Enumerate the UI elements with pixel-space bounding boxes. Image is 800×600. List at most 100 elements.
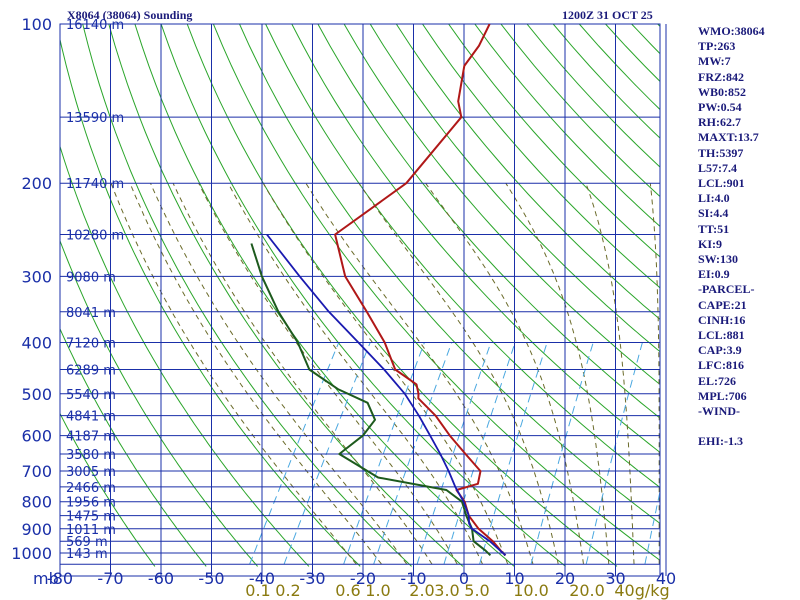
mixing-ratio-label: 0.6 — [335, 581, 360, 600]
parcel-profile-line — [266, 233, 507, 556]
moist-adiabat-line — [305, 182, 534, 565]
height-labels: 16140 m 13590 m 11740 m 10280 m 9080 m 8041 m… — [66, 18, 124, 562]
index-line: LFC:816 — [698, 358, 744, 373]
mixing-ratio-line — [249, 342, 340, 565]
height-level-label: 2466 m — [66, 481, 116, 496]
index-line: EI:0.9 — [698, 267, 730, 282]
mixing-ratio-label: 3.0 — [434, 581, 459, 600]
moist-adiabat-line — [425, 182, 584, 565]
index-line: SI:4.4 — [698, 206, 729, 221]
index-line: LCL:901 — [698, 176, 745, 191]
temperature-tick-label: -50 — [198, 569, 224, 588]
temperature-tick-label: -40 — [249, 569, 275, 588]
index-line: EL:726 — [698, 373, 737, 388]
height-level-label: 1011 m — [66, 523, 116, 538]
mixing-ratio-line — [416, 342, 492, 565]
height-level-label: 3005 m — [66, 465, 116, 480]
index-line: RH:62.7 — [698, 115, 741, 130]
height-level-label: 16140 m — [66, 18, 124, 33]
index-line: EHI:-1.3 — [698, 434, 743, 449]
index-line: KI:9 — [698, 236, 722, 251]
indices-panel: WMO:38064 TP:263 MW:7 FRZ:842 WB0:852 PW:0.54… — [698, 24, 798, 450]
temperature-tick-label: -70 — [97, 569, 123, 588]
sounding-profiles — [250, 24, 507, 557]
height-level-label: 143 m — [66, 547, 108, 562]
index-line: LCL:881 — [698, 328, 745, 343]
temperature-tick-label: -10 — [400, 569, 426, 588]
mixing-ratio-label: 0.1 — [245, 581, 270, 600]
dry-adiabat-line — [317, 24, 660, 419]
dry-adiabat-line — [238, 24, 660, 525]
height-level-label: 4841 m — [66, 410, 116, 425]
mixing-ratio-line — [443, 342, 516, 565]
temperature-tick-label: 30 — [605, 569, 625, 588]
mixing-ratio-label: 40g/kg — [614, 581, 669, 600]
dry-adiabat-line — [343, 24, 660, 386]
chart-time: 1200Z 31 OCT 25 — [562, 8, 653, 22]
height-level-label: 6289 m — [66, 364, 116, 379]
height-level-label: 3580 m — [66, 448, 116, 463]
temperature-tick-label: -80 — [47, 569, 73, 588]
height-level-label: 5540 m — [66, 388, 116, 403]
index-line: PW:0.54 — [698, 100, 742, 115]
pressure-tick-label: 700 — [21, 462, 52, 481]
index-line — [698, 419, 798, 434]
index-line: -PARCEL- — [698, 282, 755, 297]
mixing-ratio-line — [373, 342, 453, 565]
mixing-ratio-line — [644, 489, 660, 565]
dry-adiabat-line — [447, 24, 660, 258]
index-line: MPL:706 — [698, 388, 747, 403]
index-line: -WIND- — [698, 404, 740, 419]
index-line: TT:51 — [698, 221, 730, 236]
dry-adiabat-line — [160, 24, 566, 567]
pressure-unit-label: mb — [33, 569, 59, 588]
moist-adiabat-line — [505, 182, 610, 565]
mixing-ratio-label: 1.0 — [365, 581, 390, 600]
height-level-label: 1956 m — [66, 496, 116, 511]
mixing-ratio-line — [585, 342, 643, 565]
index-line: CAP:3.9 — [698, 343, 742, 358]
plot-frame — [59, 23, 661, 577]
pressure-tick-label: 100 — [21, 15, 52, 34]
dry-adiabat-line — [291, 24, 660, 454]
mixing-ratio-label: 5.0 — [464, 581, 489, 600]
moist-adiabat-line — [262, 182, 509, 565]
height-level-label: 4187 m — [66, 430, 116, 445]
temperature-tick-label: 40 — [656, 569, 676, 588]
height-level-label: 569 m — [66, 535, 108, 550]
pressure-tick-label: 800 — [21, 493, 52, 512]
height-level-label: 10280 m — [66, 229, 124, 244]
dry-adiabat-line — [212, 24, 660, 561]
height-level-label: 8041 m — [66, 306, 116, 321]
moist-adiabat-line — [172, 182, 433, 565]
moist-adiabat-line — [227, 182, 483, 565]
moist-adiabat-line — [649, 183, 660, 565]
temperature-tick-label: 10 — [504, 569, 524, 588]
temperature-tick-label: 20 — [555, 569, 575, 588]
mixing-ratio-label: 0.2 — [275, 581, 300, 600]
index-line: CINH:16 — [698, 312, 746, 327]
moist-adiabat-line — [110, 183, 357, 565]
mixing-ratio-label: 20.0 — [569, 581, 605, 600]
dry-adiabat-line — [421, 24, 660, 289]
pressure-tick-label: 1000 — [11, 544, 52, 563]
mixing-ratio-line — [479, 342, 548, 565]
index-line: WB0:852 — [698, 84, 746, 99]
index-line: MW:7 — [698, 54, 731, 69]
dewpoint-profile-line — [250, 243, 492, 557]
index-line: LI:4.0 — [698, 191, 730, 206]
mixing-ratio-line — [530, 342, 594, 565]
pressure-tick-label: 600 — [21, 427, 52, 446]
moist-adiabat-line — [358, 182, 559, 565]
index-line: CAPE:21 — [698, 297, 747, 312]
index-line: MAXT:13.7 — [698, 130, 759, 145]
pressure-tick-label: 500 — [21, 385, 52, 404]
temperature-tick-label: -20 — [350, 569, 376, 588]
height-level-label: 7120 m — [66, 336, 116, 351]
dry-adiabat-line — [395, 24, 660, 321]
index-line: FRZ:842 — [698, 69, 744, 84]
index-line: TH:5397 — [698, 145, 744, 160]
moist-adiabats — [110, 182, 660, 565]
mixing-ratio-line — [283, 342, 371, 565]
